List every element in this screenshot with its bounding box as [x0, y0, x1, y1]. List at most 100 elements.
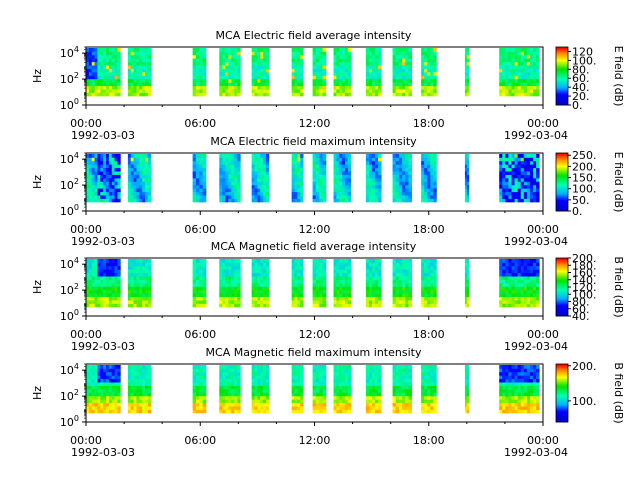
spectrogram-cell [103, 399, 106, 403]
spectrogram-cell [255, 82, 258, 86]
spectrogram-cell [424, 199, 427, 203]
spectrogram-cell [430, 199, 433, 203]
spectrogram-cell [136, 62, 139, 66]
spectrogram-cell [109, 293, 112, 297]
spectrogram-cell [100, 58, 103, 62]
spectrogram-cell [313, 55, 317, 59]
spectrogram-cell [375, 195, 378, 199]
spectrogram-cell [533, 178, 536, 182]
spectrogram-cell [300, 392, 303, 396]
spectrogram-cell [323, 365, 327, 369]
spectrogram-cell [375, 185, 378, 189]
spectrogram-cell [467, 399, 469, 403]
spectrogram-cell [148, 192, 151, 196]
spectrogram-cell [336, 365, 339, 369]
spectrogram-cell [219, 290, 222, 294]
spectrogram-cell [342, 62, 345, 66]
spectrogram-cell [336, 399, 339, 403]
spectrogram-cell [225, 262, 228, 266]
spectrogram-cell [313, 372, 317, 376]
spectrogram-cell [115, 175, 118, 179]
spectrogram-cell [393, 89, 397, 93]
spectrogram-cell [323, 185, 327, 189]
spectrogram-cell [142, 386, 145, 390]
spectrogram-cell [95, 72, 98, 76]
spectrogram-cell [131, 280, 134, 284]
spectrogram-cell [237, 269, 240, 273]
spectrogram-cell [372, 89, 375, 93]
spectrogram-cell [502, 195, 505, 199]
spectrogram-cell [336, 48, 339, 52]
spectrogram-cell [255, 375, 258, 379]
spectrogram-cell [252, 276, 255, 280]
spectrogram-cell [467, 89, 469, 93]
spectrogram-cell [421, 65, 424, 69]
spectrogram-cell [145, 195, 148, 199]
spectrogram-cell [508, 396, 511, 400]
spectrogram-cell [222, 55, 225, 59]
spectrogram-cell [521, 396, 524, 400]
spectrogram-cell [408, 154, 412, 158]
spectrogram-cell [336, 69, 339, 73]
spectrogram-cell [530, 188, 533, 192]
spectrogram-cell [378, 175, 381, 179]
spectrogram-cell [345, 168, 348, 172]
spectrogram-cell [136, 392, 139, 396]
spectrogram-cell [375, 188, 378, 192]
spectrogram-cell [89, 389, 92, 393]
spectrogram-cell [527, 276, 530, 280]
spectrogram-cell [131, 283, 134, 287]
spectrogram-cell [402, 410, 406, 414]
spectrogram-cell [508, 269, 511, 273]
spectrogram-cell [369, 283, 372, 287]
spectrogram-cell [196, 62, 200, 66]
spectrogram-cell [103, 372, 106, 376]
spectrogram-cell [297, 304, 300, 308]
spectrogram-cell [109, 266, 112, 270]
spectrogram-cell [323, 72, 327, 76]
spectrogram-cell [300, 259, 303, 263]
spectrogram-cell [375, 262, 378, 266]
spectrogram-cell [515, 164, 518, 168]
spectrogram-cell [316, 392, 320, 396]
spectrogram-cell [109, 55, 112, 59]
spectrogram-cell [323, 406, 327, 410]
spectrogram-cell [128, 62, 131, 66]
spectrogram-cell [336, 406, 339, 410]
spectrogram-cell [319, 192, 323, 196]
spectrogram-cell [508, 51, 511, 55]
spectrogram-cell [518, 157, 521, 161]
spectrogram-cell [348, 178, 351, 182]
colorbar: 0.50.100.150.200.250.E field (dB) [556, 149, 625, 218]
spectrogram-cell [295, 161, 298, 165]
spectrogram-cell [203, 178, 207, 182]
spectrogram-cell [369, 175, 372, 179]
spectrogram-cell [115, 75, 118, 79]
spectrogram-cell [323, 375, 327, 379]
spectrogram-cell [222, 75, 225, 79]
spectrogram-cell [231, 290, 234, 294]
spectrogram-cell [228, 192, 231, 196]
spectrogram-cell [378, 185, 381, 189]
spectrogram-cell [196, 396, 200, 400]
spectrogram-cell [313, 379, 317, 383]
x-tick-label: 18:00 [413, 117, 445, 130]
spectrogram-cell [345, 386, 348, 390]
spectrogram-cell [402, 382, 406, 386]
spectrogram-cell [512, 157, 515, 161]
spectrogram-cell [128, 410, 131, 414]
spectrogram-cell [336, 188, 339, 192]
spectrogram-cell [430, 297, 433, 301]
spectrogram-cell [219, 69, 222, 73]
spectrogram-cell [323, 69, 327, 73]
spectrogram-cell [433, 62, 436, 66]
spectrogram-cell [117, 55, 120, 59]
spectrogram-cell [499, 290, 502, 294]
spectrogram-cell [499, 93, 502, 97]
spectrogram-cell [252, 375, 255, 379]
spectrogram-cell [148, 86, 151, 90]
spectrogram-cell [131, 276, 134, 280]
spectrogram-cell [515, 399, 518, 403]
spectrogram-cell [103, 269, 106, 273]
spectrogram-cell [128, 297, 131, 301]
